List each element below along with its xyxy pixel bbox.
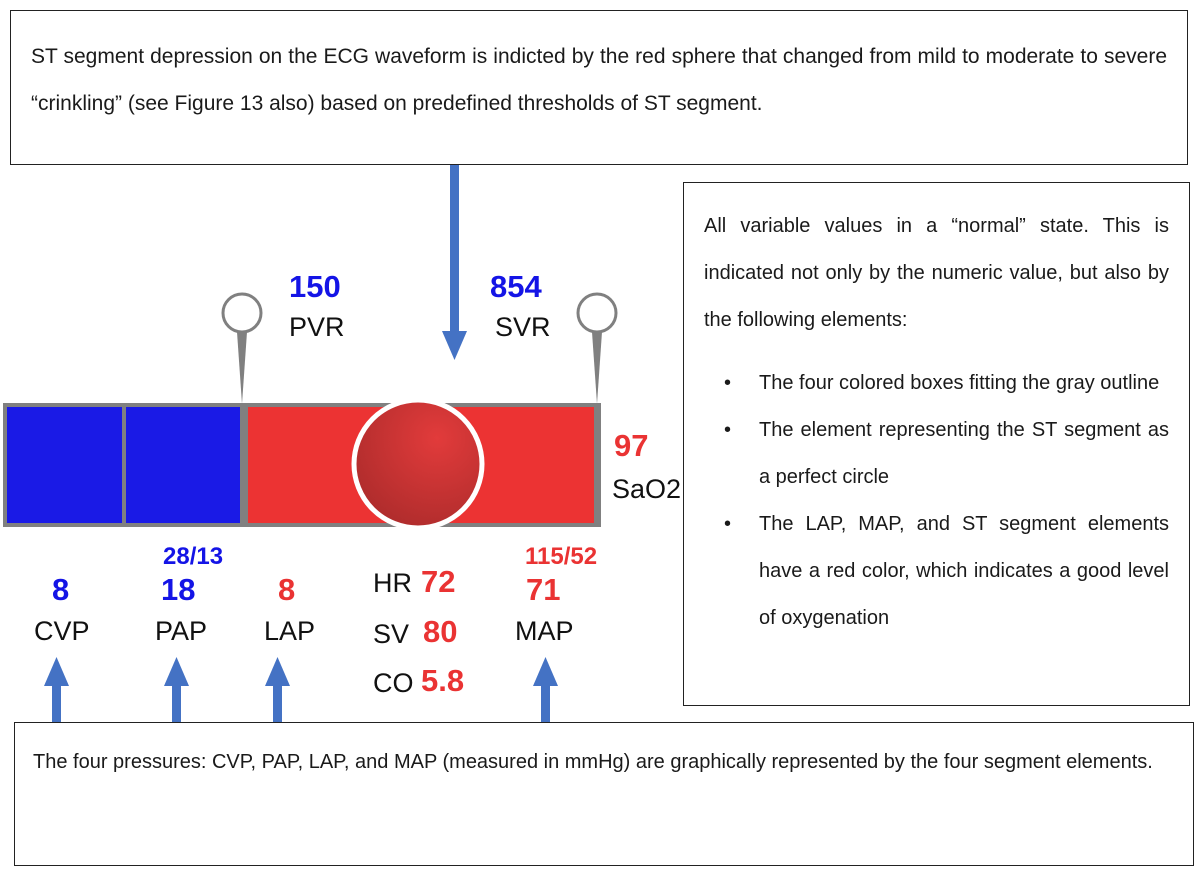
- map-up-arrow: [533, 657, 558, 723]
- cvp-value: 8: [52, 572, 70, 607]
- pressures-note-text: The four pressures: CVP, PAP, LAP, and M…: [33, 751, 1153, 773]
- st-segment-note-text: ST segment depression on the ECG wavefor…: [31, 45, 1167, 115]
- pap-systolic-diastolic: 28/13: [163, 543, 224, 570]
- sv-value: 80: [423, 614, 458, 649]
- pap-up-arrow: [164, 657, 189, 723]
- map-label: MAP: [515, 616, 574, 646]
- svr-pin: [576, 292, 618, 404]
- sv-label: SV: [373, 619, 410, 649]
- hr-value: 72: [421, 564, 456, 599]
- bullet-item: • The four colored boxes fitting the gray…: [724, 372, 1160, 394]
- lap-up-arrow: [265, 657, 290, 723]
- st-segment-note: ST segment depression on the ECG wavefor…: [10, 10, 1188, 165]
- co-label: CO: [373, 668, 414, 698]
- normal-state-note: All variable values in a “normal” state.…: [683, 182, 1190, 706]
- bullet-item: • The element representing the ST segment…: [724, 419, 1169, 488]
- bullet-item: • The LAP, MAP, and ST segment elements h…: [724, 513, 1169, 629]
- pvr-label: PVR: [289, 312, 345, 342]
- normal-state-intro: All variable values in a “normal” state.…: [704, 215, 1169, 331]
- pvr-pin: [221, 292, 263, 404]
- svr-label: SVR: [495, 312, 551, 342]
- co-value: 5.8: [421, 663, 465, 698]
- lap-label: LAP: [264, 616, 316, 646]
- cvp-up-arrow: [44, 657, 69, 723]
- map-value: 71: [526, 572, 561, 607]
- hr-label: HR: [373, 568, 412, 598]
- pap-value: 18: [161, 572, 196, 607]
- sao2-label: SaO2: [612, 474, 682, 504]
- map-systolic-diastolic: 115/52: [525, 543, 598, 570]
- cvp-segment: [7, 407, 122, 523]
- sao2-value: 97: [614, 428, 649, 463]
- cvp-label: CVP: [34, 616, 90, 646]
- pap-segment: [126, 407, 240, 523]
- lap-value: 8: [278, 572, 296, 607]
- pap-label: PAP: [155, 616, 208, 646]
- pressures-note: The four pressures: CVP, PAP, LAP, and M…: [14, 722, 1194, 866]
- svr-value: 854: [490, 269, 542, 304]
- st-segment-circle: [351, 397, 485, 531]
- normal-state-bullets: • The four colored boxes fitting the gray…: [704, 360, 1169, 642]
- pvr-value: 150: [289, 269, 341, 304]
- down-arrow: [442, 165, 467, 360]
